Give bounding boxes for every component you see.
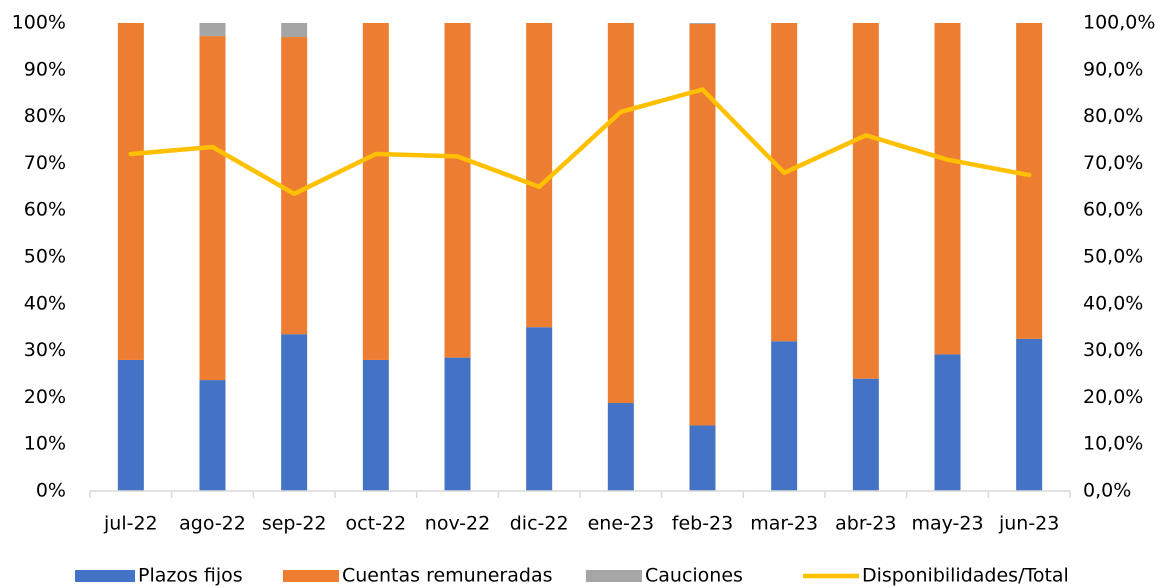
right-tick-label: 90,0% [1083,58,1143,80]
bar-cuentas-remuneradas [771,23,798,342]
right-tick-label: 0,0% [1083,480,1131,502]
left-tick-label: 80% [24,105,66,127]
category-label: dic-22 [510,513,569,535]
left-tick-label: 100% [12,12,66,34]
category-label: oct-22 [346,513,407,535]
bar-cuentas-remuneradas [934,23,961,355]
right-tick-label: 50,0% [1083,246,1143,268]
right-tick-label: 100,0% [1083,12,1155,34]
category-label: feb-23 [672,513,733,535]
x-axis-tick-marks [89,491,1071,498]
category-label: jul-22 [103,513,158,535]
line-disponibilidades-total [128,87,1032,197]
left-tick-label: 50% [24,246,66,268]
right-tick-label: 60,0% [1083,199,1143,221]
category-label: jun-23 [998,513,1059,535]
bar-cauciones [281,23,308,38]
legend-label: Disponibilidades/Total [862,565,1069,587]
category-label: mar-23 [750,513,818,535]
legend: Plazos fijos Cuentas remuneradas Cauciones… [75,565,1069,587]
right-axis-ticks: 0,0% 10,0% 20,0% 30,0% 40,0% 50,0% 60,0% 70,0% 8… [1083,12,1155,502]
bar-cuentas-remuneradas [526,23,553,328]
bar-plazos-fijos [117,359,144,491]
bar-cuentas-remuneradas [362,23,389,360]
bar-series [117,23,1043,491]
left-tick-label: 10% [24,433,66,455]
left-tick-label: 60% [24,199,66,221]
left-tick-label: 30% [24,339,66,361]
right-tick-label: 40,0% [1083,292,1143,314]
bar-cuentas-remuneradas [281,37,308,335]
line-series [128,87,1032,197]
bar-plazos-fijos [607,403,634,491]
legend-swatch [586,570,642,582]
bar-cuentas-remuneradas [199,36,226,381]
bar-plazos-fijos [281,334,308,491]
bar-plazos-fijos [934,354,961,491]
bar-plazos-fijos [852,378,879,491]
bar-cuentas-remuneradas [1016,23,1043,339]
bar-plazos-fijos [444,357,471,491]
left-tick-label: 90% [24,58,66,80]
right-tick-label: 70,0% [1083,152,1143,174]
bar-plazos-fijos [362,359,389,491]
legend-label: Plazos fijos [138,565,243,587]
right-tick-label: 20,0% [1083,386,1143,408]
legend-label: Cauciones [645,565,743,587]
category-label: may-23 [911,513,983,535]
right-tick-label: 10,0% [1083,433,1143,455]
bar-cauciones [199,23,226,37]
left-axis-ticks: 0% 10% 20% 30% 40% 50% 60% 70% 80% 90% 100% [12,12,66,502]
bar-plazos-fijos [199,380,226,491]
legend-swatch [283,570,339,582]
category-label: ene-23 [588,513,654,535]
left-tick-label: 40% [24,292,66,314]
left-tick-label: 20% [24,386,66,408]
bar-cuentas-remuneradas [852,23,879,379]
category-label: ago-22 [179,513,246,535]
category-label: nov-22 [425,513,490,535]
left-tick-label: 70% [24,152,66,174]
bar-cuentas-remuneradas [444,23,471,358]
bar-plazos-fijos [689,425,716,491]
bar-plazos-fijos [1016,338,1043,491]
bar-plazos-fijos [526,327,553,491]
right-tick-label: 30,0% [1083,339,1143,361]
legend-swatch [75,570,135,582]
bar-cuentas-remuneradas [117,23,144,360]
bar-cauciones [689,23,716,24]
bar-cuentas-remuneradas [607,23,634,404]
category-label: abr-23 [835,513,896,535]
legend-label: Cuentas remuneradas [342,565,553,587]
x-axis-tick-labels: jul-22 ago-22 sep-22 oct-22 nov-22 dic-22 ene-… [103,513,1059,535]
bar-plazos-fijos [771,341,798,491]
right-tick-label: 80,0% [1083,105,1143,127]
left-tick-label: 0% [36,480,66,502]
category-label: sep-22 [262,513,327,535]
bar-cuentas-remuneradas [689,23,716,426]
